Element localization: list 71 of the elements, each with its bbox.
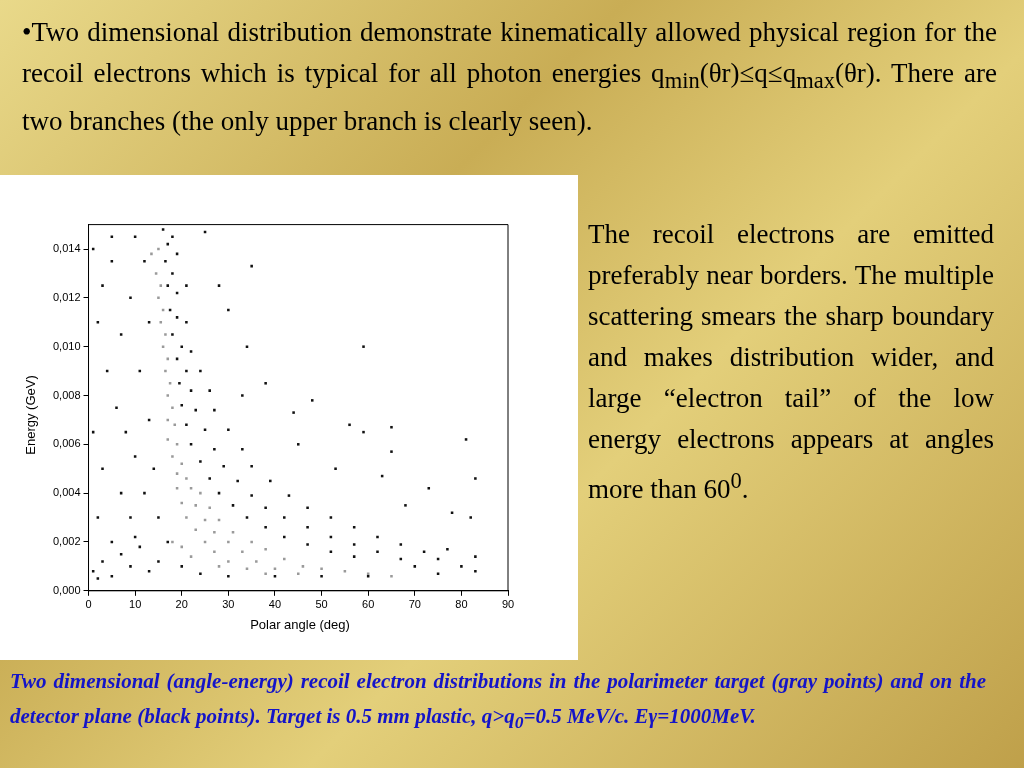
point [199, 491, 202, 495]
point [166, 394, 170, 397]
x-axis-title: Polar angle (deg) [250, 617, 350, 632]
point [227, 540, 230, 544]
point [189, 486, 193, 490]
point [175, 443, 179, 446]
y-tick-label: 0,010 [53, 339, 81, 352]
point [264, 572, 267, 575]
y-tick-label: 0,012 [53, 290, 81, 303]
point [168, 382, 172, 385]
point [171, 455, 174, 458]
y-tick-label: 0,014 [53, 242, 81, 255]
point [189, 555, 193, 558]
point [171, 406, 174, 409]
y-tick-label: 0,000 [53, 583, 81, 596]
y-tick-label: 0,002 [53, 535, 81, 547]
x-tick-label: 90 [501, 598, 515, 611]
x-tick-label: 70 [408, 598, 421, 611]
point [255, 560, 258, 563]
point [213, 550, 216, 554]
point [264, 548, 267, 551]
point [164, 369, 167, 373]
x-tick-label: 10 [129, 598, 142, 611]
point [180, 545, 184, 549]
point [227, 560, 230, 563]
point [180, 501, 184, 505]
x-tick-label: 20 [175, 598, 188, 611]
point [301, 565, 305, 568]
point [343, 570, 347, 573]
y-tick-label: 0,004 [53, 486, 81, 499]
point [157, 247, 160, 251]
point [161, 345, 165, 348]
point [154, 272, 158, 275]
point [175, 486, 179, 490]
x-tick-label: 80 [455, 598, 468, 611]
point [320, 567, 323, 571]
x-tick-label: 50 [315, 598, 328, 611]
y-tick-label: 0,008 [53, 388, 81, 401]
point [166, 357, 170, 361]
point [175, 472, 179, 475]
point [173, 423, 177, 427]
point [213, 530, 216, 534]
x-tick-label: 30 [222, 598, 235, 611]
point [217, 565, 221, 568]
point [166, 418, 170, 422]
point [241, 550, 244, 554]
point [164, 333, 167, 336]
point [194, 504, 197, 507]
point [185, 477, 188, 480]
y-tick-label: 0,006 [53, 437, 81, 450]
y-axis-title: Energy (GeV) [22, 375, 38, 455]
text: Two dimensional (angle-energy) recoil electron distributions in the polarimeter target (gray points) and on the detector plane (black points). Target is 0.5 mm plastic, q>q$_{0}$=0.5 MeV/c. Eγ=1000MeV. [10, 668, 986, 735]
point [283, 557, 286, 561]
point [296, 572, 300, 575]
point [159, 320, 163, 324]
chart-title: •Two dimensional distribution demonstrate kinematically allowed physical region for the recoil electrons which is typical for all photon energies q$_{min}$(θr)≤q≤q$_{max}$(θr). There are two branches (the only upper branch is clearly seen). [22, 17, 997, 137]
x-tick-label: 60 [362, 598, 375, 611]
point [171, 540, 174, 544]
x-tick-label: 0 [85, 598, 92, 611]
point [250, 540, 253, 544]
x-tick-label: 40 [268, 598, 282, 611]
text: The recoil electrons are emitted preferably near borders. The multiple scattering smears the sharp boundary and makes distribution wider, and large “electron tail” of the low energy electrons appears at angles more than 60$^{0}$. [588, 219, 994, 504]
point [194, 528, 197, 532]
point [166, 438, 170, 441]
point [157, 296, 160, 300]
point [159, 284, 163, 287]
point [185, 516, 188, 519]
point [180, 462, 184, 466]
point [150, 252, 153, 256]
point [390, 574, 393, 578]
point [208, 506, 211, 510]
